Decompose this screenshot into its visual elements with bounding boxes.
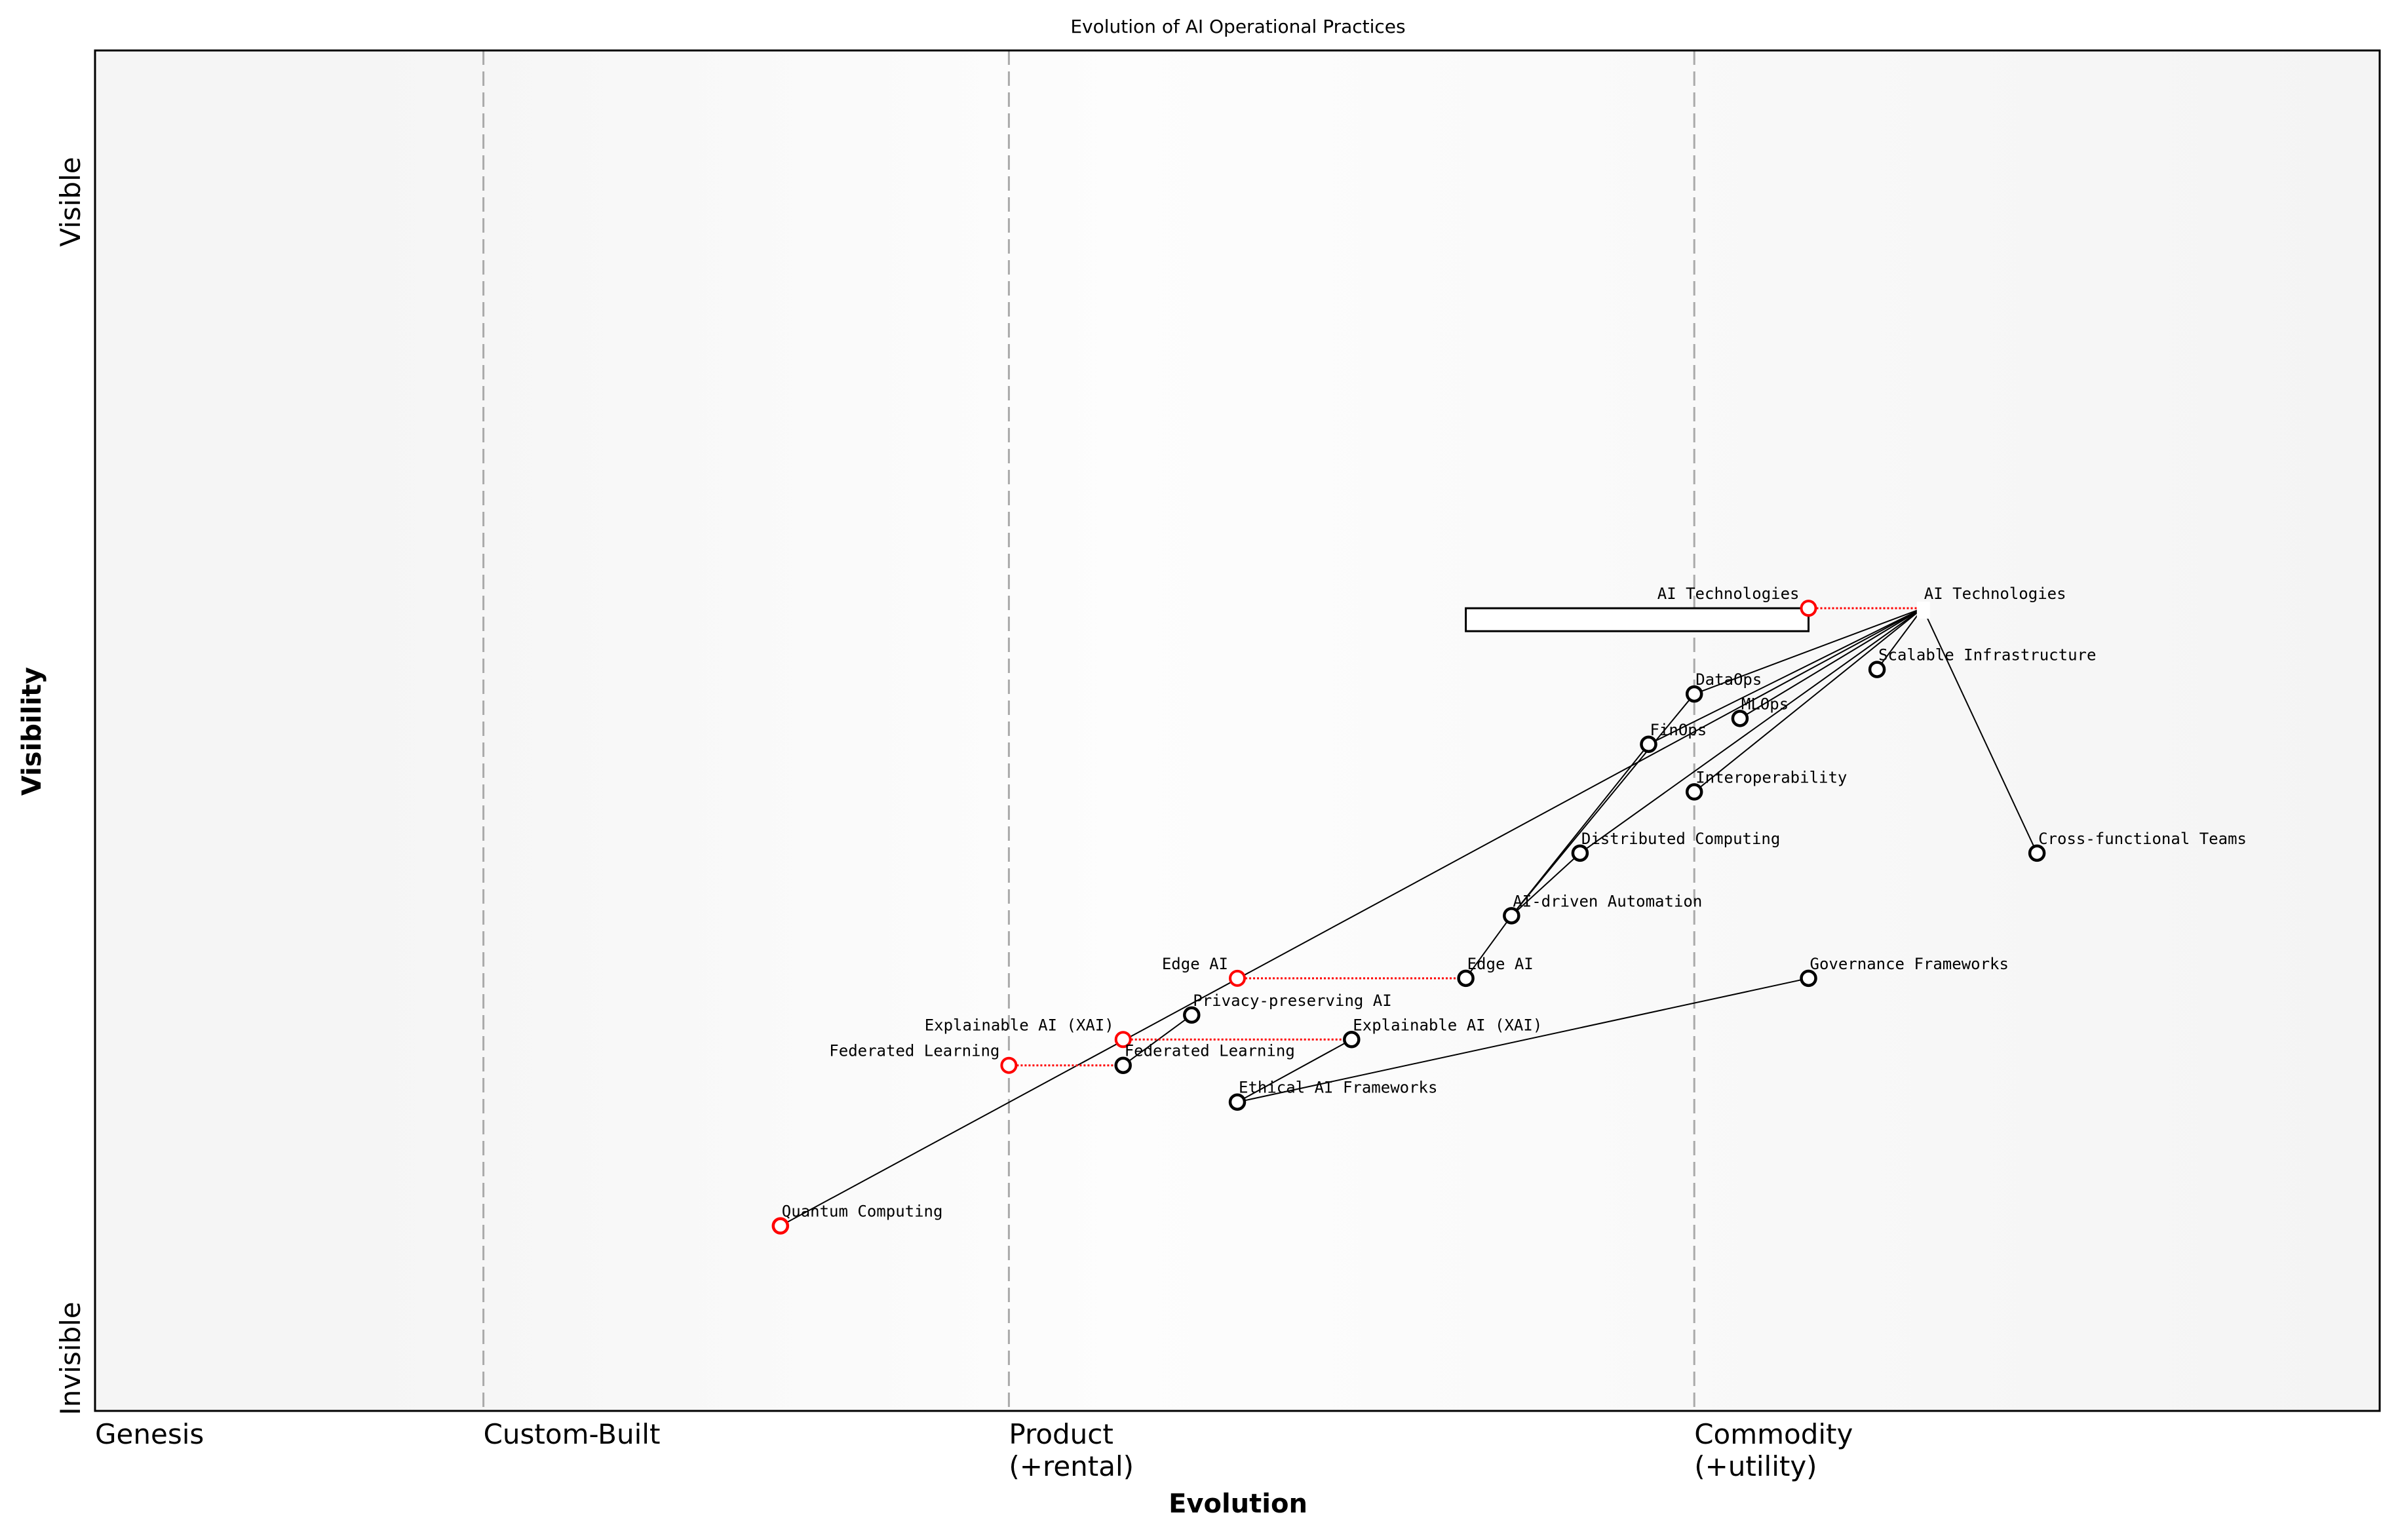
- x-tick-label: Genesis: [95, 1418, 204, 1450]
- evolved-from-label: Edge AI: [1162, 955, 1228, 973]
- dependency-link: [1237, 1039, 1352, 1103]
- component-point: [1343, 1031, 1361, 1049]
- x-tick-label: Commodity: [1694, 1418, 1853, 1450]
- dependency-link: [1579, 607, 1924, 854]
- component-label: Governance Frameworks: [1810, 955, 2009, 973]
- component-point: [1731, 710, 1749, 727]
- component-label: Edge AI: [1467, 955, 1534, 973]
- evolved-from-point: [1114, 1031, 1132, 1049]
- component-label: Explainable AI (XAI): [1353, 1016, 1542, 1034]
- chart-title: Evolution of AI Operational Practices: [1070, 16, 1405, 37]
- component-point: [1114, 1056, 1132, 1074]
- evolved-from-label: Explainable AI (XAI): [925, 1016, 1114, 1034]
- component-point: [1503, 907, 1520, 925]
- component-label: Federated Learning: [1125, 1042, 1295, 1060]
- component-label: Cross-functional Teams: [2038, 830, 2247, 848]
- dependency-link: [1511, 693, 1695, 916]
- pipeline-box: [1465, 607, 1810, 632]
- dependency-link: [1511, 853, 1581, 917]
- x-axis-label: Evolution: [1169, 1489, 1307, 1519]
- dependency-link: [1648, 607, 1924, 745]
- component-label: AI Technologies: [1924, 585, 2066, 603]
- dependency-link: [780, 607, 1924, 1227]
- component-label: MLOps: [1741, 695, 1789, 713]
- component-label: Scalable Infrastructure: [1878, 646, 2096, 664]
- dependency-link: [1922, 607, 2038, 854]
- x-tick-sublabel: (+rental): [1009, 1450, 1134, 1482]
- component-point: [1800, 969, 1817, 988]
- evolved-from-point: [1000, 1056, 1018, 1074]
- component-point: [1457, 969, 1475, 988]
- component-label: Interoperability: [1695, 768, 1847, 786]
- component-point: [1228, 1093, 1247, 1111]
- component-point: [2028, 844, 2046, 862]
- component-label: Ethical AI Frameworks: [1239, 1079, 1437, 1097]
- component-label: Distributed Computing: [1581, 830, 1780, 848]
- y-tick-visible: Visible: [54, 157, 87, 246]
- plot-background: [95, 50, 2380, 1411]
- dependency-link: [1739, 607, 1924, 720]
- evolved-from-point: [1800, 600, 1817, 617]
- component-point: [1916, 602, 1930, 619]
- dependency-link: [1511, 744, 1650, 916]
- component-point: [1183, 1006, 1201, 1024]
- component-label: DataOps: [1695, 670, 1762, 689]
- component-point: [1571, 844, 1589, 862]
- component-point: [1868, 661, 1886, 678]
- component-point: [1640, 735, 1657, 754]
- y-axis-label: Visibility: [17, 667, 47, 796]
- plot-frame: [94, 49, 2381, 1412]
- x-tick-sublabel: (+utility): [1694, 1450, 1817, 1482]
- evolved-from-label: Federated Learning: [829, 1042, 999, 1060]
- component-label: Quantum Computing: [782, 1203, 943, 1221]
- dependency-link: [1123, 1014, 1192, 1066]
- y-tick-invisible: Invisible: [54, 1301, 87, 1415]
- dependency-link: [1465, 915, 1513, 979]
- component-label: Privacy-preserving AI: [1193, 991, 1391, 1010]
- evolved-from-label: AI Technologies: [1657, 585, 1800, 603]
- x-tick-label: Product: [1009, 1418, 1113, 1450]
- component-point: [1685, 685, 1703, 703]
- component-point: [771, 1217, 790, 1235]
- x-tick-label: Custom-Built: [484, 1418, 661, 1450]
- component-point: [1685, 783, 1703, 801]
- dependency-link: [1237, 977, 1809, 1103]
- dependency-link: [1876, 607, 1924, 670]
- dependency-link: [1694, 607, 1924, 793]
- component-label: FinOps: [1650, 721, 1707, 739]
- dependency-link: [1694, 607, 1924, 695]
- component-label: AI-driven Automation: [1513, 892, 1702, 910]
- evolved-from-point: [1229, 969, 1246, 987]
